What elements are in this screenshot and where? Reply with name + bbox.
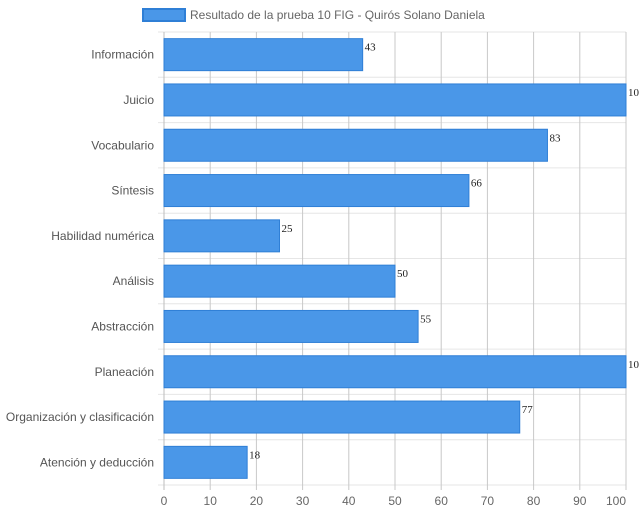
data-label: 83 — [549, 132, 561, 144]
bar[interactable] — [163, 400, 521, 434]
bar[interactable] — [163, 174, 470, 208]
data-label: 100 — [628, 359, 639, 371]
data-label: 25 — [282, 223, 294, 235]
data-label: 77 — [522, 404, 534, 416]
data-label: 100 — [628, 87, 639, 99]
x-tick-label: 80 — [527, 494, 541, 508]
x-axis-ticks: 0 10 20 30 40 50 60 70 80 90 100 — [161, 494, 627, 508]
x-tick-label: 10 — [204, 494, 218, 508]
x-tick-label: 0 — [161, 494, 168, 508]
category-label: Organización y clasificación — [6, 410, 154, 424]
value-labels: 43 100 83 66 25 50 55 100 77 18 — [249, 42, 639, 462]
category-labels: Información Juicio Vocabulario Síntesis Habi… — [6, 48, 154, 470]
x-tick-label: 60 — [435, 494, 449, 508]
category-label: Análisis — [113, 274, 154, 288]
data-label: 50 — [397, 268, 409, 280]
x-tick-label: 100 — [606, 494, 626, 508]
bars — [163, 38, 627, 479]
category-label: Atención y deducción — [40, 455, 154, 469]
legend-swatch — [142, 8, 186, 22]
data-label: 18 — [249, 449, 261, 461]
data-label: 55 — [420, 313, 432, 325]
data-label: 66 — [471, 178, 483, 190]
x-tick-label: 70 — [481, 494, 495, 508]
bar[interactable] — [163, 38, 364, 72]
bar[interactable] — [163, 83, 627, 117]
data-label: 43 — [365, 42, 377, 54]
bar[interactable] — [163, 445, 248, 479]
x-tick-label: 50 — [388, 494, 402, 508]
x-tick-label: 20 — [250, 494, 264, 508]
bar[interactable] — [163, 264, 396, 298]
category-label: Abstracción — [91, 319, 154, 333]
x-tick-label: 90 — [573, 494, 587, 508]
bar[interactable] — [163, 355, 627, 389]
x-tick-label: 30 — [296, 494, 310, 508]
bar[interactable] — [163, 128, 548, 162]
category-label: Planeación — [95, 365, 154, 379]
category-label: Información — [91, 48, 154, 62]
category-label: Juicio — [123, 93, 154, 107]
x-tick-label: 40 — [342, 494, 356, 508]
category-label: Síntesis — [111, 184, 154, 198]
bar[interactable] — [163, 309, 419, 343]
category-label: Vocabulario — [91, 138, 154, 152]
legend[interactable]: Resultado de la prueba 10 FIG - Quirós S… — [142, 8, 485, 22]
category-label: Habilidad numérica — [51, 229, 154, 243]
legend-label: Resultado de la prueba 10 FIG - Quirós S… — [190, 8, 485, 22]
bar[interactable] — [163, 219, 280, 253]
